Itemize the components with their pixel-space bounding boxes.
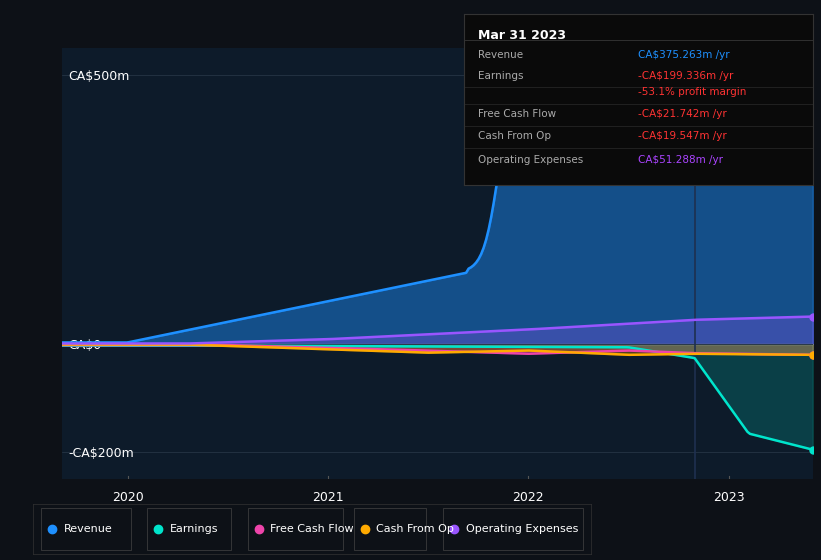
Text: Free Cash Flow: Free Cash Flow [270,524,354,534]
Text: -CA$199.336m /yr: -CA$199.336m /yr [639,71,734,81]
Text: Free Cash Flow: Free Cash Flow [478,109,556,119]
Text: Cash From Op: Cash From Op [478,131,551,141]
Text: Revenue: Revenue [63,524,112,534]
Text: CA$375.263m /yr: CA$375.263m /yr [639,50,730,60]
Text: Operating Expenses: Operating Expenses [478,155,583,165]
Text: CA$51.288m /yr: CA$51.288m /yr [639,155,723,165]
Text: Cash From Op: Cash From Op [376,524,454,534]
Text: -CA$21.742m /yr: -CA$21.742m /yr [639,109,727,119]
Text: Earnings: Earnings [478,71,523,81]
Text: Revenue: Revenue [478,50,523,60]
Text: -CA$19.547m /yr: -CA$19.547m /yr [639,131,727,141]
Text: Operating Expenses: Operating Expenses [466,524,578,534]
Text: -53.1% profit margin: -53.1% profit margin [639,87,747,97]
Text: Earnings: Earnings [170,524,218,534]
Text: Mar 31 2023: Mar 31 2023 [478,29,566,41]
